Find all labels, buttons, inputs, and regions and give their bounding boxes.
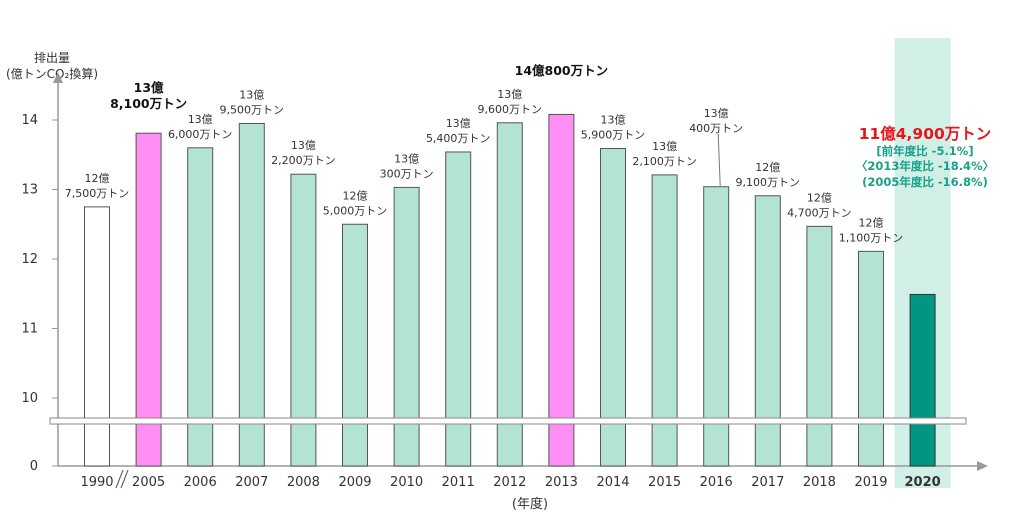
annotation-2020-vs-2013: 〈2013年度比 -18.4%〉 bbox=[856, 159, 994, 173]
annotation-2020-vs-2005: (2005年度比 -16.8%) bbox=[862, 175, 988, 189]
value-label-2009: 12億 bbox=[343, 189, 368, 202]
x-tick-label-1990: 1990 bbox=[80, 475, 113, 490]
x-tick-label-2009: 2009 bbox=[338, 475, 371, 490]
axis-break-strip bbox=[49, 417, 967, 425]
value-label-2005: 13億 bbox=[134, 80, 164, 95]
bar-2011 bbox=[445, 151, 472, 467]
bar-2012 bbox=[496, 122, 523, 467]
value-label-2006: 13億 bbox=[188, 113, 213, 126]
value-label-2017: 12億 bbox=[755, 161, 780, 174]
value-leader-line-2016 bbox=[717, 133, 721, 186]
bar-2020 bbox=[909, 293, 936, 467]
y-tick-label: 0 bbox=[30, 459, 38, 474]
value-label-2007: 13億 bbox=[239, 88, 264, 101]
bar-2009 bbox=[342, 223, 368, 467]
value-label-2010: 13億 bbox=[394, 152, 419, 165]
value-label-2014: 5,900万トン bbox=[581, 128, 646, 141]
bar-2013 bbox=[548, 113, 575, 467]
value-label-2006: 6,000万トン bbox=[168, 128, 233, 141]
x-tick-label-2015: 2015 bbox=[648, 475, 681, 490]
value-label-2018: 4,700万トン bbox=[787, 206, 852, 219]
value-label-2007: 9,500万トン bbox=[220, 103, 285, 116]
value-label-2010: 300万トン bbox=[380, 167, 434, 180]
x-tick-label-2014: 2014 bbox=[596, 475, 629, 490]
y-tick-label: 13 bbox=[21, 183, 38, 198]
value-label-2014: 13億 bbox=[601, 113, 626, 126]
value-label-2015: 13億 bbox=[652, 140, 677, 153]
x-tick-label-2011: 2011 bbox=[442, 475, 475, 490]
y-tick-label: 10 bbox=[21, 391, 38, 406]
value-label-1990: 12億 bbox=[85, 172, 110, 185]
value-label-2019: 12億 bbox=[859, 216, 884, 229]
x-tick-label-2012: 2012 bbox=[493, 475, 526, 490]
y-tick-label: 14 bbox=[21, 113, 38, 128]
bar-2005 bbox=[135, 132, 162, 467]
x-axis-break-mark bbox=[120, 469, 129, 489]
x-tick-label-2020: 2020 bbox=[905, 475, 941, 490]
bar-2007 bbox=[238, 122, 265, 467]
bar-2014 bbox=[600, 147, 626, 467]
annotation-2020-value: 11億4,900万トン bbox=[859, 124, 992, 143]
value-label-1990: 7,500万トン bbox=[65, 187, 130, 200]
bar-1990 bbox=[84, 206, 110, 467]
value-label-2005: 8,100万トン bbox=[110, 96, 187, 111]
value-label-2015: 2,100万トン bbox=[632, 155, 697, 168]
y-axis-title-line1: 排出量 bbox=[34, 51, 70, 65]
value-label-2018: 12億 bbox=[807, 191, 832, 204]
value-label-2016: 13億 bbox=[704, 107, 729, 120]
value-label-2013: 14億800万トン bbox=[515, 63, 609, 78]
x-axis-title: (年度) bbox=[512, 496, 548, 512]
value-label-2019: 1,100万トン bbox=[839, 231, 904, 244]
bar-2018 bbox=[806, 225, 833, 467]
y-axis-title-line2: (億トンCO₂換算) bbox=[6, 66, 98, 81]
bar-2017 bbox=[754, 195, 781, 467]
x-tick-label-2017: 2017 bbox=[751, 475, 784, 490]
value-label-2012: 9,600万トン bbox=[478, 103, 543, 116]
x-tick-label-2008: 2008 bbox=[287, 475, 320, 490]
y-tick-label: 11 bbox=[21, 322, 38, 337]
x-tick-label-2010: 2010 bbox=[390, 475, 423, 490]
y-tick-label: 12 bbox=[21, 252, 38, 267]
value-label-2009: 5,000万トン bbox=[323, 204, 388, 217]
bar-2006 bbox=[187, 147, 214, 467]
x-tick-label-2016: 2016 bbox=[700, 475, 733, 490]
x-tick-label-2007: 2007 bbox=[235, 475, 268, 490]
x-tick-label-2006: 2006 bbox=[184, 475, 217, 490]
x-tick-label-2018: 2018 bbox=[803, 475, 836, 490]
y-axis-arrow bbox=[53, 72, 63, 83]
x-axis-break-mark bbox=[115, 469, 124, 489]
value-label-2012: 13億 bbox=[497, 88, 522, 101]
bar-2019 bbox=[858, 250, 884, 467]
value-label-2011: 13億 bbox=[446, 117, 471, 130]
x-axis-arrow bbox=[977, 461, 988, 471]
bar-2008 bbox=[290, 173, 317, 467]
value-label-2017: 9,100万トン bbox=[736, 176, 801, 189]
x-tick-label-2013: 2013 bbox=[545, 475, 578, 490]
annotation-2020-yoy: [前年度比 -5.1%] bbox=[876, 144, 973, 158]
x-tick-label-2019: 2019 bbox=[854, 475, 887, 490]
bar-2015 bbox=[651, 174, 678, 467]
value-label-2008: 2,200万トン bbox=[271, 154, 336, 167]
value-label-2008: 13億 bbox=[291, 139, 316, 152]
x-tick-label-2005: 2005 bbox=[132, 475, 165, 490]
value-label-2011: 5,400万トン bbox=[426, 132, 491, 145]
value-label-2016: 400万トン bbox=[689, 122, 743, 135]
